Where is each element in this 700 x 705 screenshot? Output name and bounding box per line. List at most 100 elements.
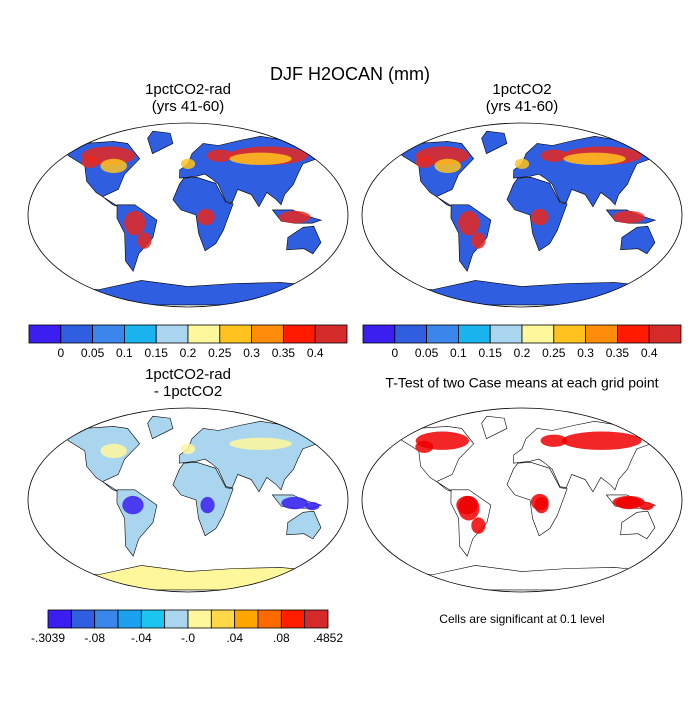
colorbar-label: 0.05: [81, 346, 105, 360]
field-patch: [514, 158, 530, 169]
land: [385, 280, 659, 306]
field-patch: [124, 210, 146, 236]
colorbar-box: [426, 324, 459, 344]
field-patch: [281, 496, 308, 510]
colorbar-box: [457, 324, 491, 344]
colorbar-box: [257, 609, 282, 629]
land: [481, 415, 508, 440]
colorbar-box: [219, 324, 253, 344]
field-patch: [100, 158, 128, 174]
colorbar-box: [234, 609, 259, 629]
colorbar-label: 0.25: [208, 346, 232, 360]
field-patch: [137, 232, 152, 249]
colorbar-label: 0.05: [415, 346, 439, 360]
field-patch: [100, 443, 128, 459]
land: [51, 565, 325, 591]
colorbar-box: [585, 324, 618, 344]
panel-title: 1pctCO2: [492, 81, 551, 98]
colorbar-box: [70, 609, 96, 629]
colorbar-box: [28, 324, 62, 344]
colorbar-box: [314, 324, 348, 344]
colorbar-box: [94, 609, 119, 629]
colorbar-label: .08: [273, 631, 290, 645]
panel-title: T-Test of two Case means at each grid po…: [385, 375, 658, 391]
field-patch: [561, 431, 642, 450]
figure-title: DJF H2OCAN (mm): [270, 64, 430, 84]
panel-title: 1pctCO2-rad: [145, 366, 231, 383]
colorbar-label: 0.35: [272, 346, 296, 360]
field-patch: [615, 496, 642, 510]
land: [286, 225, 322, 255]
colorbar-box: [553, 324, 586, 344]
colorbar-box: [394, 324, 427, 344]
colorbar-label: 0.3: [577, 346, 594, 360]
land: [286, 510, 322, 540]
colorbar-box: [140, 609, 166, 629]
map-border: [361, 122, 683, 308]
field-patch: [612, 210, 645, 224]
colorbar-label: 0.1: [450, 346, 467, 360]
field-patch: [471, 232, 486, 249]
colorbar-box: [617, 324, 650, 344]
panel-subtitle: - 1pctCO2: [154, 383, 222, 400]
map-border: [27, 407, 349, 593]
field-patch: [456, 495, 478, 515]
field-patch: [81, 155, 100, 168]
field-patch: [180, 158, 196, 169]
land: [59, 426, 141, 493]
map: [51, 415, 326, 591]
field-patch: [278, 210, 311, 224]
colorbar-label: -.3039: [31, 631, 65, 645]
colorbar-box: [489, 324, 523, 344]
land: [147, 415, 174, 440]
map-border: [27, 122, 349, 308]
colorbar-label: -.0: [181, 631, 195, 645]
field-patch: [563, 152, 626, 165]
field-patch: [540, 149, 568, 162]
land: [620, 225, 656, 255]
colorbar-box: [282, 324, 316, 344]
colorbar-label: 0.25: [542, 346, 566, 360]
field-patch: [434, 158, 462, 174]
land: [51, 280, 325, 306]
land: [179, 420, 326, 493]
colorbar-box: [187, 609, 212, 629]
field-patch: [206, 149, 234, 162]
colorbar-label: 0.1: [116, 346, 133, 360]
field-patch: [305, 502, 320, 511]
field-patch: [415, 155, 434, 168]
land: [147, 130, 174, 155]
colorbar-label: 0.15: [145, 346, 169, 360]
field-patch: [122, 495, 144, 515]
colorbar-label: 0.2: [180, 346, 197, 360]
colorbar-label: 0: [391, 346, 398, 360]
panel-subtitle: (yrs 41-60): [152, 98, 225, 115]
land: [481, 130, 508, 155]
colorbar-box: [521, 324, 555, 344]
field-patch: [200, 496, 215, 514]
colorbar-label: 0.3: [243, 346, 260, 360]
field-patch: [458, 210, 480, 236]
field-patch: [415, 440, 434, 453]
colorbar-box: [251, 324, 284, 344]
colorbar-box: [362, 324, 396, 344]
land: [385, 565, 659, 591]
map: [51, 130, 326, 306]
colorbar-box: [60, 324, 93, 344]
colorbar-box: [164, 609, 189, 629]
field-patch: [530, 208, 549, 226]
colorbar-label: .4852: [313, 631, 343, 645]
field-patch: [639, 502, 654, 511]
colorbar-box: [47, 609, 72, 629]
colorbar-label: 0.2: [514, 346, 531, 360]
panel-note: Cells are significant at 0.1 level: [439, 612, 604, 626]
field-patch: [229, 152, 292, 165]
colorbar-label: .04: [226, 631, 243, 645]
colorbar-label: 0.4: [307, 346, 324, 360]
map-border: [361, 407, 683, 593]
colorbar-box: [92, 324, 125, 344]
map: [385, 415, 660, 591]
map: [385, 130, 660, 306]
colorbar-box: [210, 609, 236, 629]
